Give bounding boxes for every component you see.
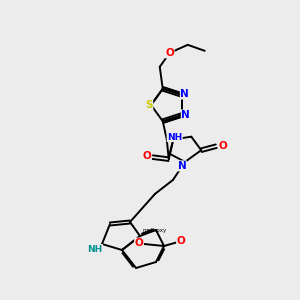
Text: O: O: [142, 151, 151, 161]
Text: NH: NH: [87, 244, 103, 253]
Text: N: N: [182, 110, 190, 120]
Text: O: O: [177, 236, 185, 246]
Text: O: O: [165, 48, 174, 58]
Text: O: O: [135, 238, 143, 248]
Text: S: S: [145, 100, 153, 110]
Text: N: N: [180, 89, 189, 99]
Text: NH: NH: [167, 133, 182, 142]
Text: methoxy: methoxy: [143, 228, 167, 233]
Text: O: O: [219, 141, 228, 151]
Text: N: N: [178, 161, 186, 171]
